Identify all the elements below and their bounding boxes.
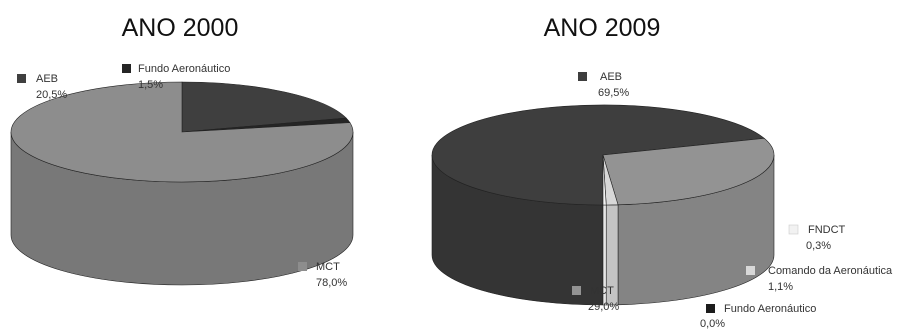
chart-0-legend-swatch-fundo-aeronautico (122, 64, 131, 73)
chart-1-legend-swatch-fndct (788, 224, 799, 235)
chart-0-legend-swatch-aeb (17, 74, 26, 83)
chart-1-label-fndct: FNDCT (808, 224, 846, 236)
chart-1-legend-swatch-aeb (578, 72, 587, 81)
chart-1-value-mct: 29,0% (588, 301, 619, 313)
chart-1-title: ANO 2009 (544, 14, 661, 42)
chart-0-legend-swatch-mct (298, 262, 307, 271)
chart-1-label-fundo-aeronautico: Fundo Aeronáutico (724, 303, 816, 315)
chart-0-title: ANO 2000 (122, 14, 239, 42)
chart-0-value-aeb: 20,5% (36, 89, 67, 101)
chart-0-label-mct: MCT (316, 261, 340, 273)
chart-0-value-mct: 78,0% (316, 277, 347, 289)
chart-1-slice-mct (602, 137, 775, 206)
chart-1-slice-aeb (431, 104, 765, 206)
chart-1-labels: AEB 69,5% MCT 29,0% Fundo Aeronáutico 0,0% Com… (572, 71, 893, 329)
chart-1-legend-swatch-mct (572, 286, 581, 295)
chart-0-label-fundo-aeronautico: Fundo Aeronáutico (138, 63, 230, 75)
chart-1-value-comando-da-aeronautica: 1,1% (768, 281, 793, 293)
chart-1-tops (431, 104, 775, 206)
chart-1-value-fundo-aeronautico: 0,0% (700, 318, 725, 329)
chart-1-value-aeb: 69,5% (598, 87, 629, 99)
chart-1-legend-swatch-comando-da-aeronautica (746, 266, 755, 275)
chart-0-labels: AEB 20,5% Fundo Aeronáutico 1,5% MCT 78,0% (17, 63, 347, 289)
chart-0-slice-mct (10, 81, 354, 183)
chart-0-label-aeb: AEB (36, 73, 58, 85)
chart-1-slice-fndct (602, 154, 607, 206)
chart-1: ANO 2009 AEB 69,5% MCT 29,0% Fundo Aeronáutic… (431, 14, 893, 329)
chart-1-value-fndct: 0,3% (806, 240, 831, 252)
chart-0-tops (10, 81, 354, 183)
chart-1-label-comando-da-aeronautica: Comando da Aeronáutica (768, 265, 893, 277)
chart-1-label-aeb: AEB (600, 71, 622, 83)
chart-0-value-fundo-aeronautico: 1,5% (138, 79, 163, 91)
chart-0: ANO 2000 AEB 20,5% Fundo Aeronáutico 1,5% MCT… (10, 14, 354, 289)
chart-1-legend-swatch-fundo-aeronautico (706, 304, 715, 313)
chart-0-slice-aeb (181, 81, 347, 133)
chart-1-label-mct: MCT (590, 285, 614, 297)
chart-1-sides (431, 154, 775, 306)
